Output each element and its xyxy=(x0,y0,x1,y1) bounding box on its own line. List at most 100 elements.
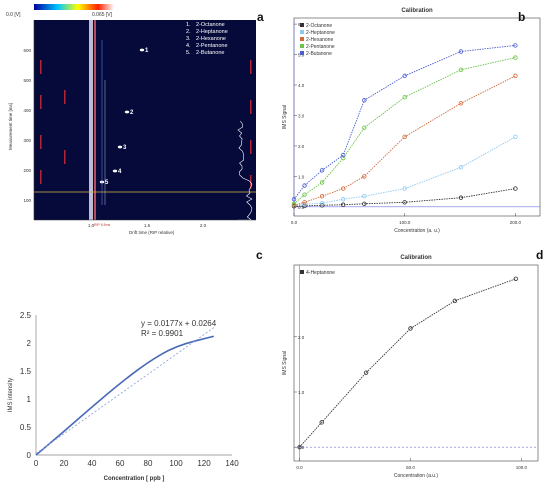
colorbar-max-label: 0.065 [V] xyxy=(92,12,113,18)
series-line xyxy=(294,189,515,207)
y-tick-label: 3.0 xyxy=(298,113,305,118)
data-point xyxy=(364,371,368,375)
panel-b-calibration: Calibration0.01.02.03.04.05.06.00.0100.0… xyxy=(272,0,550,240)
x-tick-label: 200.0 xyxy=(510,220,522,225)
y-axis-label: IMS Signal xyxy=(282,105,288,129)
chart-title: Calibration xyxy=(400,255,432,261)
legend-swatch xyxy=(300,44,304,48)
x-tick-label: 0.0 xyxy=(296,465,303,470)
equation-label: y = 0.0177x + 0.0264 xyxy=(141,319,217,328)
y-tick-label: 2.5 xyxy=(20,311,32,320)
legend-entry: 2-Octanone xyxy=(306,23,332,29)
panel-letter-a: a xyxy=(257,10,264,24)
series-line xyxy=(300,279,516,447)
legend-swatch xyxy=(300,270,304,274)
heatmap-svg: 0.0 [V] 0.065 [V] 1 2 3 4 5 1. 2-Octanone 2. 2-Hep… xyxy=(0,0,272,240)
x-tick-label: 140 xyxy=(225,459,239,468)
legend-entry: 2-Heptanone xyxy=(306,30,335,36)
y-tick-label: 1.0 xyxy=(298,174,305,179)
noise-streak xyxy=(250,60,252,74)
r2-label: R² = 0.9901 xyxy=(141,329,184,338)
y-tick-label: 600 xyxy=(23,48,31,53)
x-tick-label: 50.0 xyxy=(406,465,415,470)
peak-3 xyxy=(118,146,122,149)
series-line xyxy=(294,58,515,204)
plot-frame xyxy=(294,265,538,461)
x-axis-label: Drift time (RIP relative) xyxy=(129,230,175,235)
chart-title: Calibration xyxy=(401,8,433,14)
y-tick-label: 2 xyxy=(27,339,32,348)
x-tick-label: 100.0 xyxy=(399,220,411,225)
data-point xyxy=(362,126,366,130)
x-axis-label: Concentration (a.u.) xyxy=(394,473,439,479)
noise-streak xyxy=(40,95,42,109)
y-tick-label: 2.0 xyxy=(298,144,305,149)
legend-number: 2. xyxy=(186,29,191,35)
x-axis-label: Concentration (a. u.) xyxy=(394,228,440,234)
panel-letter-d: d xyxy=(536,248,543,262)
x-tick-label: 2.0 xyxy=(200,223,207,228)
data-point xyxy=(514,74,518,78)
x-tick-label: 0.0 xyxy=(291,220,298,225)
data-point xyxy=(303,184,307,188)
x-axis-label: Concentration [ ppb ] xyxy=(104,476,165,482)
y-tick-label: 1.5 xyxy=(20,367,32,376)
noise-streak xyxy=(64,150,66,164)
legend-entry: 2-Heptanone xyxy=(196,29,228,35)
peak-4 xyxy=(113,170,117,173)
legend-entry: 4-Heptanone xyxy=(306,270,335,276)
y-axis-label: IMS intensity xyxy=(8,378,14,412)
panel-a-heatmap: 0.0 [V] 0.065 [V] 1 2 3 4 5 1. 2-Octanone 2. 2-Hep… xyxy=(0,0,272,240)
x-tick-label: 100 xyxy=(169,459,183,468)
trend-line xyxy=(36,328,214,454)
legend-number: 5. xyxy=(186,50,191,56)
legend-number: 1. xyxy=(186,22,191,28)
panel-letter-c: c xyxy=(256,248,263,262)
legend-swatch xyxy=(300,51,304,55)
x-tick-label: 20 xyxy=(60,459,69,468)
legend-entry: 2-Butanone xyxy=(196,50,224,56)
legend-number: 4. xyxy=(186,43,191,49)
noise-streak xyxy=(40,135,42,149)
linear-fit-svg: 00.511.522.50 20 40 60 80 100 120 140Concentrat… xyxy=(0,300,250,489)
rip-line-edge xyxy=(94,20,96,220)
colorbar-min-label: 0.0 [V] xyxy=(6,12,21,18)
noise-streak xyxy=(64,90,66,104)
x-tick-label: 80 xyxy=(144,459,153,468)
colorbar xyxy=(34,4,114,10)
calibration-c-svg: Calibration0.01.02.00.0 50.0 100.0Concentr… xyxy=(258,245,550,489)
data-point xyxy=(514,135,518,139)
x-tick-label: 1.5 xyxy=(144,223,151,228)
noise-streak xyxy=(250,100,252,114)
calibration-b-svg: Calibration0.01.02.03.04.05.06.00.0100.0… xyxy=(272,0,550,240)
y-tick-label: 200 xyxy=(23,168,31,173)
y-tick-label: 1 xyxy=(27,395,32,404)
rip-line xyxy=(89,20,93,220)
noise-streak xyxy=(250,140,252,154)
y-tick-label: 400 xyxy=(23,108,31,113)
noise-streak xyxy=(40,60,42,74)
peak-2 xyxy=(125,111,129,114)
data-point xyxy=(514,56,518,60)
legend-entry: 2-Pentanone xyxy=(196,43,228,49)
x-tick-label: 0 xyxy=(34,459,39,468)
y-axis-label: Measurement time [ms] xyxy=(8,103,13,150)
legend-entry: 2-Hexanone xyxy=(306,37,333,43)
legend-number: 3. xyxy=(186,36,191,42)
series-line xyxy=(294,137,515,206)
data-point xyxy=(403,74,407,78)
y-tick-label: 0 xyxy=(27,451,32,460)
legend-entry: 2-Butanone xyxy=(306,51,332,57)
legend-swatch xyxy=(300,30,304,34)
y-tick-label: 100 xyxy=(23,198,31,203)
y-tick-label: 0.5 xyxy=(20,423,32,432)
y-tick-label: 300 xyxy=(23,138,31,143)
peak-1 xyxy=(140,49,144,52)
y-axis-label: IMS Signal xyxy=(282,351,288,375)
legend-swatch xyxy=(300,23,304,27)
noise-streak xyxy=(40,170,42,184)
legend-swatch xyxy=(300,37,304,41)
x-tick-label: 100.0 xyxy=(516,465,528,470)
panel-c-calibration: Calibration 0.0 1.0 2.0 0.0 50.0 100.0 Concentr… xyxy=(258,245,550,489)
legend-entry: 2-Hexanone xyxy=(196,36,226,42)
